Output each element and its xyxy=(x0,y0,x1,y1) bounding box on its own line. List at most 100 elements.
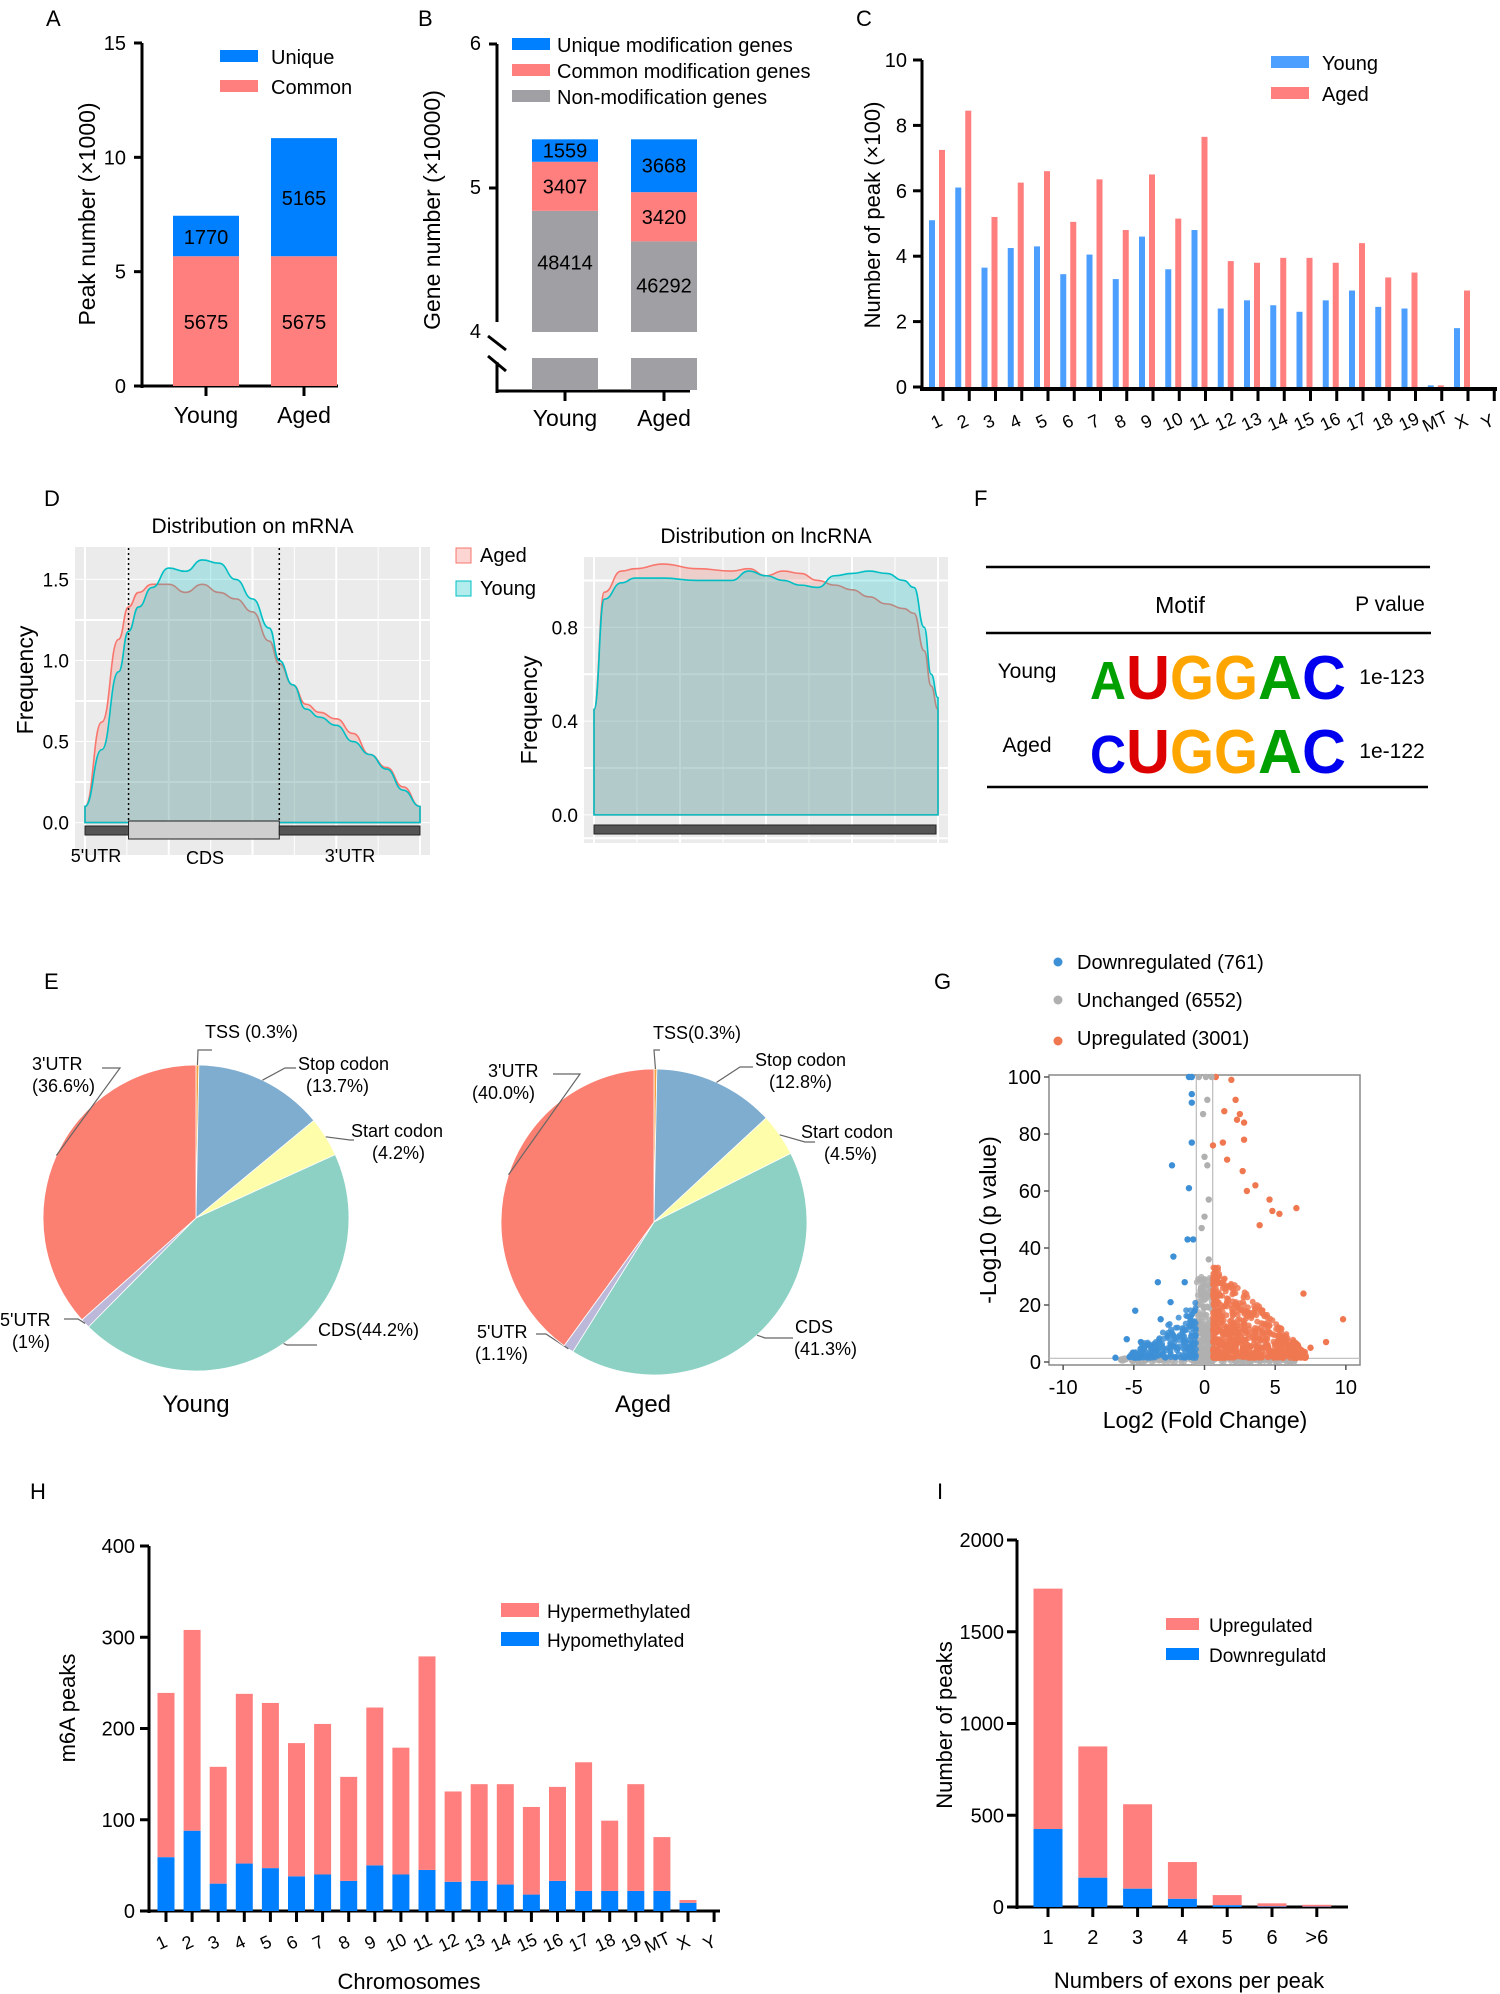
legend-swatch-young xyxy=(455,580,472,597)
point-upregulated xyxy=(1273,1326,1280,1333)
bar-hypomethylated-chr-10 xyxy=(392,1874,410,1911)
point-upregulated xyxy=(1229,1291,1236,1298)
bar-hypermethylated-chr-17 xyxy=(575,1762,593,1891)
legend-label: Downregulatd xyxy=(1209,1646,1326,1667)
point-upregulated xyxy=(1248,1313,1255,1320)
point-downregulated xyxy=(1175,1314,1182,1321)
point-upregulated xyxy=(1293,1204,1300,1212)
y-tick-label: 2 xyxy=(896,312,907,334)
bar-unique-aged xyxy=(271,138,337,257)
pie-slice-stop-codon xyxy=(653,1068,767,1223)
point-upregulated xyxy=(1276,1210,1283,1218)
point-downregulated xyxy=(1132,1349,1139,1356)
point-upregulated xyxy=(1266,1322,1273,1329)
point-upregulated xyxy=(1249,1334,1256,1341)
point-upregulated xyxy=(1295,1343,1302,1350)
point-upregulated xyxy=(1268,1352,1275,1359)
bar-aged-chr-2 xyxy=(965,110,972,387)
panel-label-a: A xyxy=(46,6,61,31)
point-upregulated xyxy=(1210,1277,1217,1284)
pie-slice-cds xyxy=(87,1154,350,1372)
bar-downregulatd-exons-4 xyxy=(1167,1898,1197,1907)
bar-young-chr-9 xyxy=(1139,236,1145,387)
x-tick-label: 0 xyxy=(1199,1377,1210,1399)
point-downregulated xyxy=(1132,1307,1139,1314)
legend-label: Common modification genes xyxy=(557,61,810,83)
point-upregulated xyxy=(1287,1351,1294,1358)
utr5-bar xyxy=(84,825,130,836)
bar-hypermethylated-chr-15 xyxy=(522,1806,540,1895)
leader-line xyxy=(756,1334,793,1339)
slice-label: TSS (0.3%) xyxy=(205,1022,298,1042)
point-downregulated xyxy=(1187,1354,1194,1361)
x-tick-label: 14 xyxy=(487,1929,514,1956)
point-downregulated xyxy=(1163,1354,1170,1361)
motif-letter-g: G xyxy=(1214,718,1258,787)
pie-title: Young xyxy=(162,1391,229,1418)
point-downregulated xyxy=(1192,1325,1199,1332)
region-label-3utr: 3'UTR xyxy=(325,846,375,866)
point-unchanged xyxy=(1204,1346,1211,1353)
x-tick-label: -10 xyxy=(1049,1377,1078,1399)
bar-value-label: 5165 xyxy=(282,188,327,210)
bar-common-modification-genes-aged xyxy=(631,192,697,242)
y-tick-label: 1.0 xyxy=(43,651,69,672)
bar-upregulated-exons-4 xyxy=(1167,1862,1197,1899)
x-tick-label: 7 xyxy=(1085,410,1103,432)
point-upregulated xyxy=(1236,1110,1244,1118)
y-tick-label: 100 xyxy=(1008,1067,1041,1089)
y-axis-label: Frequency xyxy=(516,655,542,764)
point-upregulated xyxy=(1211,1294,1218,1301)
point-downregulated xyxy=(1175,1345,1182,1352)
point-upregulated xyxy=(1243,1187,1251,1195)
point-unchanged xyxy=(1201,1279,1208,1286)
point-upregulated xyxy=(1301,1350,1308,1357)
point-upregulated xyxy=(1259,1307,1266,1314)
point-upregulated xyxy=(1221,1108,1228,1115)
bar-hypomethylated-chr-16 xyxy=(549,1880,566,1911)
point-upregulated xyxy=(1253,1342,1260,1349)
bar-downregulatd-exons-6 xyxy=(1257,1906,1287,1907)
bar-aged-chr-10 xyxy=(1175,218,1182,387)
y-tick-label: 500 xyxy=(971,1805,1004,1827)
slice-label: Stop codon xyxy=(755,1050,846,1070)
point-upregulated xyxy=(1239,1167,1246,1175)
point-upregulated xyxy=(1278,1339,1285,1346)
bar-hypomethylated-chr-2 xyxy=(183,1830,201,1911)
point-upregulated xyxy=(1294,1353,1301,1360)
row-pvalue: 1e-123 xyxy=(1359,666,1424,689)
legend-swatch-common xyxy=(220,80,258,92)
point-unchanged xyxy=(1203,1303,1210,1310)
point-upregulated xyxy=(1254,1337,1261,1344)
x-tick-label: 6 xyxy=(1059,410,1077,432)
y-tick-label: 0 xyxy=(115,376,126,398)
point-upregulated xyxy=(1229,1312,1236,1319)
y-tick-label: 10 xyxy=(885,50,907,72)
y-tick-label: 60 xyxy=(1019,1181,1041,1203)
point-upregulated xyxy=(1307,1344,1314,1351)
bar-hypomethylated-chr-7 xyxy=(314,1874,332,1911)
table-header-pvalue: P value xyxy=(1355,593,1425,616)
cds-bar xyxy=(128,820,280,840)
x-tick-label: 5 xyxy=(257,1931,275,1953)
bar-unique-modification-genes-aged xyxy=(631,139,697,193)
bar-lower-stub xyxy=(631,358,697,390)
point-downregulated xyxy=(1170,1253,1177,1260)
point-upregulated xyxy=(1240,1136,1248,1143)
region-label-cds: CDS xyxy=(186,848,224,868)
bar-lower-stub xyxy=(532,358,598,390)
y-tick-label: 5 xyxy=(470,177,481,199)
point-downregulated xyxy=(1188,1099,1195,1106)
x-tick-label: 17 xyxy=(566,1929,593,1956)
bar-non-modification-genes-aged xyxy=(631,241,697,332)
bar-upregulated-exons-6 xyxy=(1302,1904,1332,1907)
bar-young-chr-mt xyxy=(1427,385,1434,387)
y-tick-label: 0.8 xyxy=(552,618,578,639)
point-downregulated xyxy=(1137,1338,1145,1346)
y-axis-label: Number of peaks xyxy=(932,1641,957,1809)
y-tick-label: 4 xyxy=(470,321,481,343)
bar-unique-modification-genes-young xyxy=(532,139,598,162)
bar-young-chr-2 xyxy=(955,187,962,387)
point-downregulated xyxy=(1188,1090,1195,1098)
